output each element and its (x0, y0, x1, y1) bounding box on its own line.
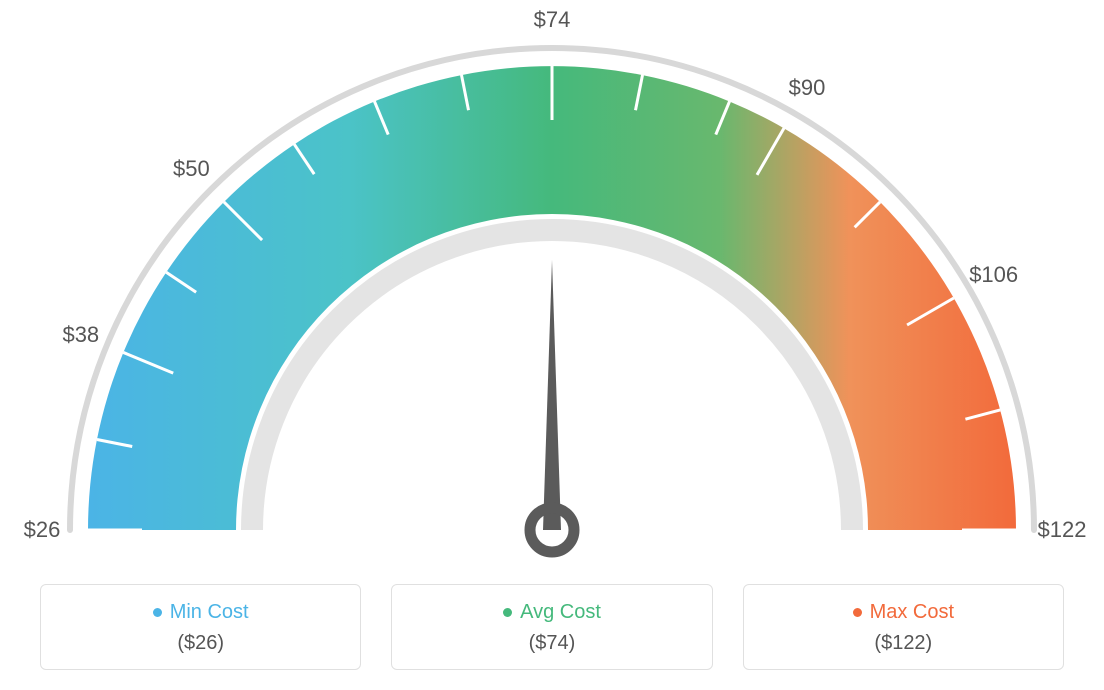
legend-card-min: Min Cost ($26) (40, 584, 361, 670)
legend-dot-min (153, 608, 162, 617)
legend-label-max: Max Cost (870, 601, 954, 624)
legend-label-min: Min Cost (170, 601, 249, 624)
legend-title-min: Min Cost (153, 601, 249, 624)
gauge-tick-label: $106 (969, 262, 1018, 288)
legend-title-max: Max Cost (853, 601, 954, 624)
gauge-svg (0, 0, 1104, 560)
legend-card-max: Max Cost ($122) (743, 584, 1064, 670)
gauge-tick-label: $26 (24, 517, 61, 543)
legend-dot-max (853, 608, 862, 617)
legend-dot-avg (503, 608, 512, 617)
legend-row: Min Cost ($26) Avg Cost ($74) Max Cost (… (0, 584, 1104, 670)
legend-title-avg: Avg Cost (503, 601, 601, 624)
gauge-chart: $26 $38 $50 $74 $90 $106 $122 (0, 0, 1104, 560)
gauge-tick-label: $38 (62, 322, 99, 348)
legend-card-avg: Avg Cost ($74) (391, 584, 712, 670)
legend-value-max: ($122) (744, 632, 1063, 655)
legend-label-avg: Avg Cost (520, 601, 601, 624)
gauge-tick-label: $90 (789, 75, 826, 101)
legend-value-min: ($26) (41, 632, 360, 655)
gauge-tick-label: $74 (534, 7, 571, 33)
legend-value-avg: ($74) (392, 632, 711, 655)
gauge-tick-label: $122 (1038, 517, 1087, 543)
gauge-tick-label: $50 (173, 156, 210, 182)
